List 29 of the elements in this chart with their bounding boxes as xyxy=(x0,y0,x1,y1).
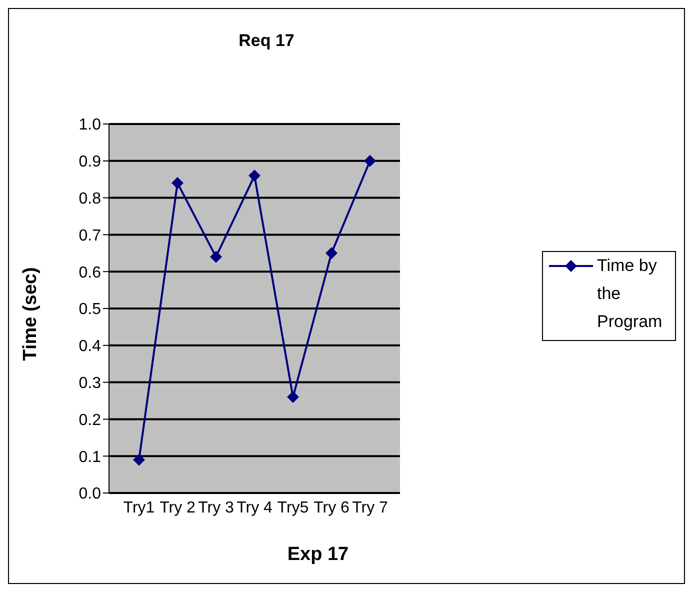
y-tick-label: 0.5 xyxy=(78,301,102,318)
point xyxy=(287,391,299,404)
y-tick-label: 0.6 xyxy=(78,264,102,282)
x-axis-title: Exp 17 xyxy=(286,544,350,566)
y-tick-label: 1.0 xyxy=(78,116,102,134)
x-tick-label: Try 2 xyxy=(160,499,196,516)
x-tick-label: Try1 xyxy=(123,499,155,516)
x-tick-label: Try 3 xyxy=(198,499,234,516)
x-tick-label: Try 7 xyxy=(352,499,388,516)
y-tick-label: 0.4 xyxy=(78,338,102,356)
chart-title: Req 17 xyxy=(238,31,296,51)
x-tick-label: Try 6 xyxy=(314,499,350,516)
point xyxy=(326,247,338,260)
y-tick-label: 0.1 xyxy=(78,448,102,466)
x-tick-label: Try5 xyxy=(277,499,309,516)
y-tick-label: 0.9 xyxy=(78,154,102,171)
point xyxy=(172,177,184,190)
y-tick-label: 0.7 xyxy=(78,227,102,244)
y-axis-title: Time (sec) xyxy=(20,267,42,361)
point xyxy=(248,170,260,182)
point xyxy=(210,250,222,263)
y-tick-label: 0.8 xyxy=(78,190,102,208)
point xyxy=(364,154,376,167)
point xyxy=(133,454,145,466)
y-tick-label: 0.0 xyxy=(78,486,102,503)
y-tick-label: 0.2 xyxy=(78,412,102,429)
y-tick-label: 0.3 xyxy=(78,374,102,392)
legend-label: Time by the Program xyxy=(597,255,664,333)
x-tick-label: Try 4 xyxy=(236,499,273,516)
